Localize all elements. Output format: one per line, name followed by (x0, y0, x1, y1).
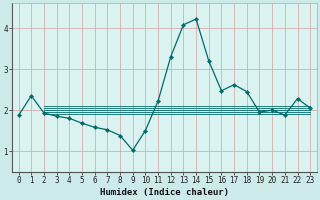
X-axis label: Humidex (Indice chaleur): Humidex (Indice chaleur) (100, 188, 229, 197)
